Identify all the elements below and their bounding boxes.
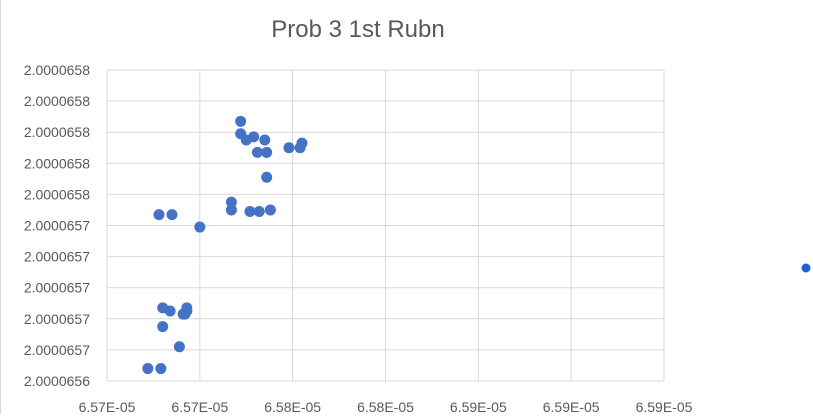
y-tick-label: 2.0000658 [24, 93, 90, 109]
x-axis-tick-labels: 6.57E-05 6.57E-05 6.58E-05 6.58E-05 6.59E-05… [79, 399, 693, 415]
data-point [142, 363, 154, 375]
data-point [283, 142, 295, 154]
data-point [157, 321, 169, 333]
x-tick-label: 6.59E-05 [450, 399, 507, 414]
data-point [194, 221, 206, 233]
data-point [155, 363, 167, 375]
data-point [244, 206, 256, 218]
chart-left-border [0, 0, 1, 414]
data-point [296, 137, 308, 149]
y-axis-tick-labels: 2.0000656 2.0000657 2.0000657 2.0000657 2.00… [24, 62, 90, 389]
y-tick-label: 2.0000657 [24, 218, 90, 234]
x-tick-label: 6.58E-05 [357, 399, 414, 414]
y-tick-label: 2.0000656 [24, 373, 90, 389]
chart-title: Prob 3 1st Rubn [271, 16, 444, 43]
data-point [251, 146, 263, 158]
horizontal-gridlines [107, 69, 664, 382]
y-tick-label: 2.0000658 [24, 124, 90, 140]
data-point [173, 341, 185, 353]
x-tick-label: 6.57E-05 [79, 399, 136, 414]
y-tick-label: 2.0000657 [24, 249, 90, 265]
y-tick-label: 2.0000657 [24, 280, 90, 296]
data-point [153, 209, 165, 221]
x-tick-label: 6.58E-05 [264, 399, 321, 414]
y-tick-label: 2.0000658 [24, 62, 90, 78]
data-point [264, 204, 276, 216]
data-point [181, 302, 193, 314]
x-tick-label: 6.59E-05 [543, 399, 600, 414]
data-point [235, 115, 247, 127]
data-points [142, 115, 308, 375]
data-point [261, 171, 273, 183]
legend [801, 263, 811, 273]
y-tick-label: 2.0000658 [24, 186, 90, 202]
y-tick-label: 2.0000658 [24, 155, 90, 171]
x-tick-label: 6.57E-05 [171, 399, 228, 414]
data-point [225, 196, 237, 208]
data-point [166, 209, 178, 221]
data-point [261, 146, 273, 158]
data-point [164, 305, 176, 317]
legend-marker [801, 263, 811, 273]
data-point [253, 206, 265, 218]
y-tick-label: 2.0000657 [24, 342, 90, 358]
data-point [259, 134, 271, 146]
x-tick-label: 6.59E-05 [636, 399, 693, 414]
data-point [248, 131, 260, 143]
y-tick-label: 2.0000657 [24, 311, 90, 327]
data-point [225, 204, 237, 216]
